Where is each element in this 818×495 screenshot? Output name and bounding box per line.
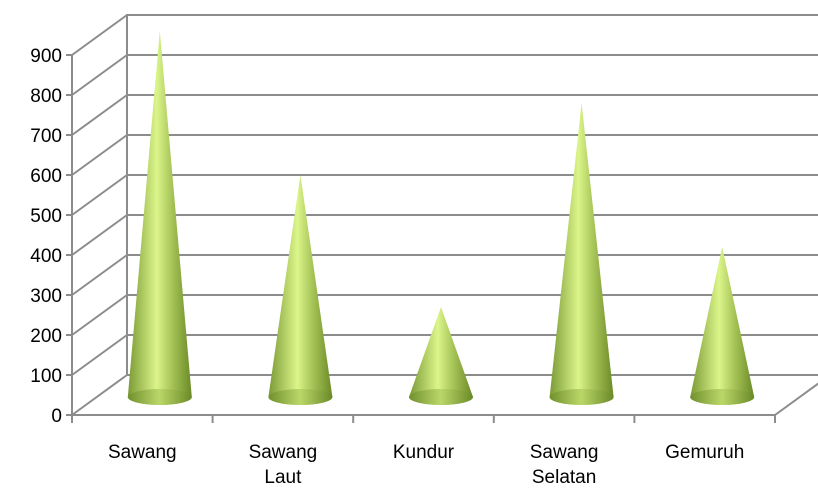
x-tick-labels: Sawang Sawang Laut Kundur Sawang Selatan Gemur… <box>108 442 744 488</box>
cone-body <box>268 175 333 405</box>
cone-bar <box>268 175 333 405</box>
gridline <box>71 54 818 96</box>
cone-body <box>690 247 755 405</box>
y-tick-label: 700 <box>30 126 62 147</box>
gridline <box>71 14 818 56</box>
y-tick-label: 600 <box>30 166 62 187</box>
y-tick-label: 300 <box>30 286 62 307</box>
y-tick-label: 800 <box>30 86 62 107</box>
grid <box>71 14 818 416</box>
y-tick-label: 100 <box>30 366 62 387</box>
x-tick-label: Sawang <box>108 442 177 463</box>
gridline <box>71 214 818 256</box>
cone-base <box>690 389 755 405</box>
cone-base <box>268 389 333 405</box>
cone-bar <box>549 103 614 405</box>
cone-bar <box>690 247 755 405</box>
y-tick-label: 200 <box>30 326 62 347</box>
cone-body <box>549 103 614 405</box>
y-tick-label: 500 <box>30 206 62 227</box>
cone-bar <box>409 307 473 405</box>
gridline <box>71 174 818 216</box>
y-tick-label: 900 <box>30 46 62 67</box>
cone-body <box>127 31 192 405</box>
x-tick-label: Sawang Selatan <box>530 442 599 488</box>
cone-bar <box>127 31 192 405</box>
cone-body <box>409 307 473 405</box>
x-tick-label: Kundur <box>393 442 455 463</box>
floor-right-edge <box>774 382 818 416</box>
cone-base <box>549 389 614 405</box>
x-tick-label: Gemuruh <box>665 442 744 463</box>
gridline <box>71 94 818 136</box>
cone-base <box>127 389 192 405</box>
gridline <box>71 254 818 296</box>
y-tick-label: 400 <box>30 246 62 267</box>
axes <box>66 14 818 423</box>
x-tick-label: Sawang Laut <box>249 442 318 488</box>
y-tick-labels: 0 100 200 300 400 500 600 700 800 900 <box>30 46 62 427</box>
cones <box>127 31 755 405</box>
gridline <box>71 134 818 176</box>
y-tick-label: 0 <box>51 406 62 427</box>
cone-base <box>409 389 473 405</box>
